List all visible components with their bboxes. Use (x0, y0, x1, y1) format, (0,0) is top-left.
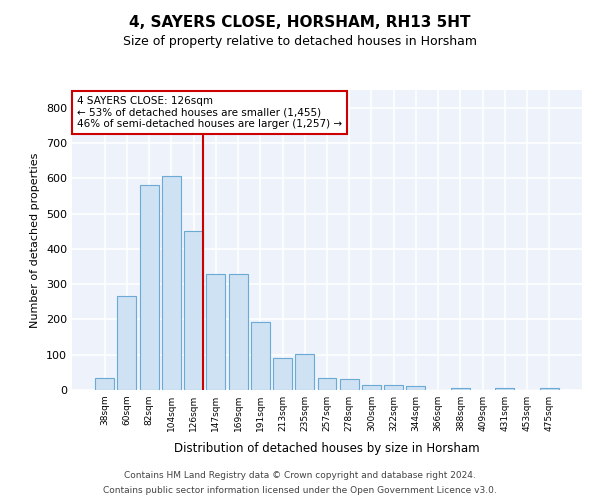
Bar (273, 358, 292, 390)
X-axis label: Distribution of detached houses by size in Horsham: Distribution of detached houses by size … (174, 442, 480, 456)
Bar (162, 176, 181, 390)
Text: 4, SAYERS CLOSE, HORSHAM, RH13 5HT: 4, SAYERS CLOSE, HORSHAM, RH13 5HT (129, 15, 471, 30)
Bar (362, 384, 381, 390)
Y-axis label: Number of detached properties: Number of detached properties (31, 152, 40, 328)
Bar (118, 296, 136, 390)
Text: Size of property relative to detached houses in Horsham: Size of property relative to detached ho… (123, 35, 477, 48)
Text: Contains public sector information licensed under the Open Government Licence v3: Contains public sector information licen… (103, 486, 497, 495)
Bar (384, 386, 403, 390)
Text: 4 SAYERS CLOSE: 126sqm
← 53% of detached houses are smaller (1,455)
46% of semi-: 4 SAYERS CLOSE: 126sqm ← 53% of detached… (77, 96, 342, 129)
Bar (184, 231, 203, 390)
Bar (406, 386, 425, 390)
Bar (540, 388, 559, 390)
Bar (140, 186, 158, 390)
Bar (496, 388, 514, 390)
Bar (340, 380, 359, 390)
Bar (251, 322, 270, 390)
Bar (95, 378, 114, 390)
Bar (451, 388, 470, 390)
Text: Contains HM Land Registry data © Crown copyright and database right 2024.: Contains HM Land Registry data © Crown c… (124, 471, 476, 480)
Bar (229, 274, 248, 390)
Bar (295, 354, 314, 390)
Bar (317, 378, 337, 390)
Bar (206, 274, 225, 390)
